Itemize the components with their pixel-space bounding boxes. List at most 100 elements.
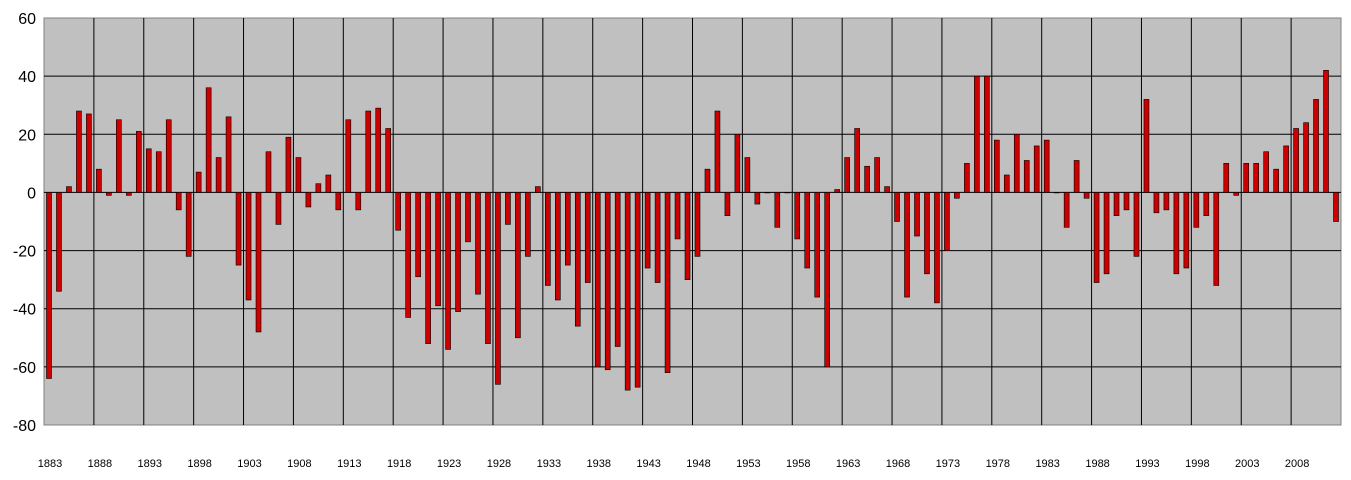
bar xyxy=(1063,192,1070,228)
bar xyxy=(365,110,372,193)
bar xyxy=(1193,192,1200,228)
bar xyxy=(155,151,162,193)
bar xyxy=(315,183,322,193)
bar xyxy=(335,192,342,211)
bar xyxy=(1043,139,1050,193)
bar xyxy=(465,192,471,243)
x-tick-label: 2003 xyxy=(1235,458,1259,470)
bar xyxy=(854,128,860,193)
bar xyxy=(904,192,910,298)
bar xyxy=(944,192,950,251)
bar xyxy=(884,186,890,193)
bar xyxy=(824,192,830,368)
y-tick-label: -80 xyxy=(13,418,36,435)
bar xyxy=(704,168,711,193)
y-tick-label: 20 xyxy=(18,127,36,144)
bar xyxy=(993,139,1000,193)
bar xyxy=(116,119,122,193)
bar xyxy=(1323,70,1329,193)
bar xyxy=(684,192,691,280)
bar xyxy=(525,192,531,257)
bar xyxy=(445,192,451,350)
bar xyxy=(1253,163,1259,193)
bar xyxy=(1333,192,1339,222)
bar xyxy=(555,192,561,301)
bar xyxy=(505,192,511,225)
bar xyxy=(594,192,601,368)
bar xyxy=(744,157,751,193)
x-tick-label: 1973 xyxy=(936,458,960,470)
bar xyxy=(734,133,741,193)
bar xyxy=(924,192,930,275)
bar xyxy=(475,192,481,295)
x-tick-label: 1958 xyxy=(786,458,810,470)
bar xyxy=(724,192,731,216)
bar xyxy=(934,192,940,304)
bar xyxy=(415,192,421,278)
bar xyxy=(1183,192,1190,269)
x-tick-label: 1988 xyxy=(1085,458,1109,470)
x-tick-label: 1888 xyxy=(88,458,112,470)
bar xyxy=(56,192,62,292)
x-tick-label: 1893 xyxy=(138,458,162,470)
bar xyxy=(96,168,102,193)
y-tick-label: -20 xyxy=(13,244,36,261)
bar xyxy=(754,192,761,205)
bar xyxy=(1273,168,1279,193)
x-tick-label: 1903 xyxy=(237,458,261,470)
x-tick-label: 1983 xyxy=(1035,458,1059,470)
bar xyxy=(834,189,840,193)
bar xyxy=(964,163,970,193)
bar-series xyxy=(46,70,1339,391)
y-tick-label: -60 xyxy=(13,360,36,377)
x-tick-label: 1913 xyxy=(337,458,361,470)
bar xyxy=(1013,133,1020,193)
bar xyxy=(425,192,431,344)
bar xyxy=(106,192,112,196)
bar xyxy=(405,192,411,318)
x-tick-label: 1883 xyxy=(38,458,62,470)
bar xyxy=(1163,192,1170,211)
bar xyxy=(1223,163,1230,193)
bar xyxy=(644,192,651,269)
bar xyxy=(515,192,521,339)
bar xyxy=(624,192,631,391)
bar xyxy=(355,192,362,211)
y-tick-label: -40 xyxy=(13,302,36,319)
bar xyxy=(275,192,282,225)
bar xyxy=(325,174,332,193)
bar xyxy=(255,192,262,333)
bar xyxy=(435,192,441,307)
bar xyxy=(1143,99,1150,193)
bar xyxy=(285,136,292,193)
bar xyxy=(1123,192,1130,211)
bar xyxy=(564,192,571,266)
x-tick-label: 1963 xyxy=(836,458,860,470)
bar xyxy=(954,192,960,199)
bar xyxy=(76,110,82,193)
bar xyxy=(1243,163,1250,193)
bar xyxy=(654,192,661,283)
x-tick-label: 1923 xyxy=(437,458,461,470)
bar xyxy=(794,192,801,240)
bar xyxy=(1033,145,1040,193)
bar xyxy=(295,157,302,193)
bar xyxy=(245,192,252,301)
x-tick-label: 1938 xyxy=(586,458,610,470)
bar xyxy=(844,157,850,193)
bar xyxy=(1263,151,1269,193)
bar xyxy=(395,192,401,231)
bar xyxy=(1083,192,1090,199)
x-tick-label: 1918 xyxy=(387,458,411,470)
bar xyxy=(984,75,990,193)
bar xyxy=(764,192,771,194)
bar xyxy=(535,186,541,193)
x-tick-label: 1933 xyxy=(537,458,561,470)
bar xyxy=(1103,192,1110,275)
bar xyxy=(1073,160,1080,193)
bar xyxy=(345,119,352,193)
bar xyxy=(974,75,980,193)
bar xyxy=(814,192,821,298)
bar xyxy=(485,192,491,344)
